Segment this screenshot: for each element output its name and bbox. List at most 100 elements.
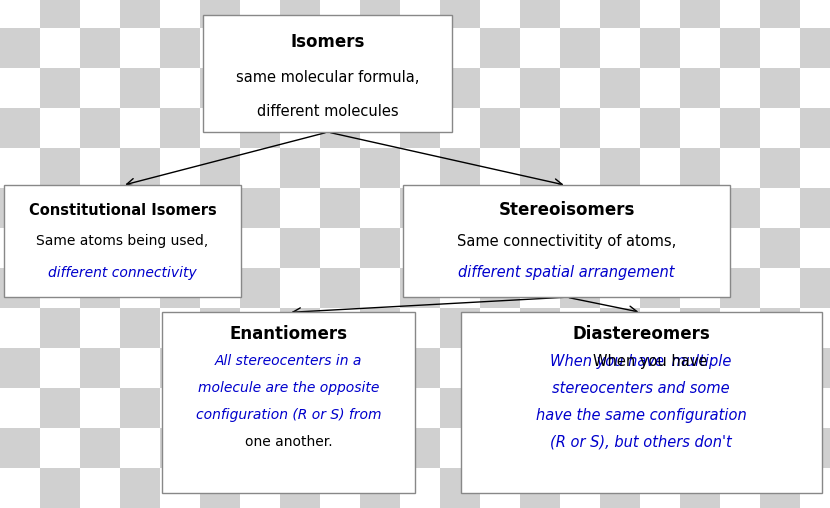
- Bar: [360, 228, 400, 268]
- Bar: [680, 108, 720, 148]
- Bar: [320, 308, 360, 348]
- Bar: [120, 148, 160, 188]
- Bar: [320, 348, 360, 388]
- Bar: [520, 268, 560, 308]
- Text: different molecules: different molecules: [257, 104, 398, 118]
- Bar: [640, 308, 680, 348]
- Bar: [640, 68, 680, 108]
- Bar: [360, 468, 400, 508]
- Bar: [480, 428, 520, 468]
- Text: When you have: When you have: [593, 354, 712, 369]
- Bar: [280, 28, 320, 68]
- Bar: [200, 108, 240, 148]
- Bar: [360, 28, 400, 68]
- Bar: [160, 108, 200, 148]
- Bar: [320, 428, 360, 468]
- Text: Isomers: Isomers: [290, 33, 365, 51]
- Bar: [600, 28, 640, 68]
- Bar: [560, 468, 600, 508]
- Bar: [720, 388, 760, 428]
- Bar: [200, 468, 240, 508]
- Bar: [640, 188, 680, 228]
- Text: Stereoisomers: Stereoisomers: [498, 201, 635, 219]
- Bar: [560, 348, 600, 388]
- Bar: [240, 0, 280, 28]
- Text: Same atoms being used,: Same atoms being used,: [37, 234, 208, 248]
- Bar: [440, 268, 480, 308]
- Bar: [0, 388, 40, 428]
- Bar: [40, 468, 80, 508]
- Bar: [160, 188, 200, 228]
- Bar: [320, 148, 360, 188]
- Bar: [0, 108, 40, 148]
- Bar: [160, 68, 200, 108]
- Bar: [120, 228, 160, 268]
- Bar: [200, 268, 240, 308]
- Bar: [40, 308, 80, 348]
- Bar: [800, 0, 830, 28]
- Bar: [280, 0, 320, 28]
- Bar: [0, 348, 40, 388]
- Bar: [480, 308, 520, 348]
- Bar: [440, 388, 480, 428]
- Text: Constitutional Isomers: Constitutional Isomers: [28, 203, 217, 217]
- Bar: [0, 268, 40, 308]
- Bar: [320, 0, 360, 28]
- Text: All stereocenters in a: All stereocenters in a: [215, 354, 362, 368]
- Bar: [240, 388, 280, 428]
- Bar: [80, 388, 120, 428]
- Bar: [680, 148, 720, 188]
- Bar: [760, 348, 800, 388]
- Bar: [120, 468, 160, 508]
- Bar: [720, 188, 760, 228]
- Bar: [720, 308, 760, 348]
- Bar: [800, 308, 830, 348]
- Bar: [400, 0, 440, 28]
- Bar: [280, 348, 320, 388]
- Bar: [160, 428, 200, 468]
- Bar: [160, 28, 200, 68]
- Bar: [680, 68, 720, 108]
- Bar: [360, 188, 400, 228]
- Bar: [600, 108, 640, 148]
- Bar: [440, 308, 480, 348]
- Bar: [320, 268, 360, 308]
- Bar: [440, 28, 480, 68]
- Bar: [600, 188, 640, 228]
- Bar: [440, 148, 480, 188]
- Bar: [480, 468, 520, 508]
- Bar: [280, 188, 320, 228]
- Bar: [480, 348, 520, 388]
- Bar: [800, 468, 830, 508]
- Bar: [520, 68, 560, 108]
- Bar: [600, 388, 640, 428]
- Bar: [520, 388, 560, 428]
- Bar: [400, 28, 440, 68]
- Bar: [80, 228, 120, 268]
- Bar: [400, 148, 440, 188]
- Bar: [360, 428, 400, 468]
- Bar: [520, 308, 560, 348]
- Bar: [320, 388, 360, 428]
- Bar: [200, 388, 240, 428]
- Bar: [40, 228, 80, 268]
- Bar: [480, 228, 520, 268]
- Bar: [720, 268, 760, 308]
- Bar: [280, 308, 320, 348]
- Bar: [520, 348, 560, 388]
- Bar: [720, 228, 760, 268]
- Bar: [200, 308, 240, 348]
- Bar: [440, 0, 480, 28]
- Bar: [560, 308, 600, 348]
- Bar: [760, 188, 800, 228]
- Bar: [720, 28, 760, 68]
- Bar: [560, 0, 600, 28]
- Bar: [240, 268, 280, 308]
- Bar: [680, 388, 720, 428]
- Text: have the same configuration: have the same configuration: [536, 408, 746, 423]
- Bar: [520, 468, 560, 508]
- Bar: [200, 0, 240, 28]
- Bar: [800, 228, 830, 268]
- Bar: [400, 268, 440, 308]
- Bar: [680, 428, 720, 468]
